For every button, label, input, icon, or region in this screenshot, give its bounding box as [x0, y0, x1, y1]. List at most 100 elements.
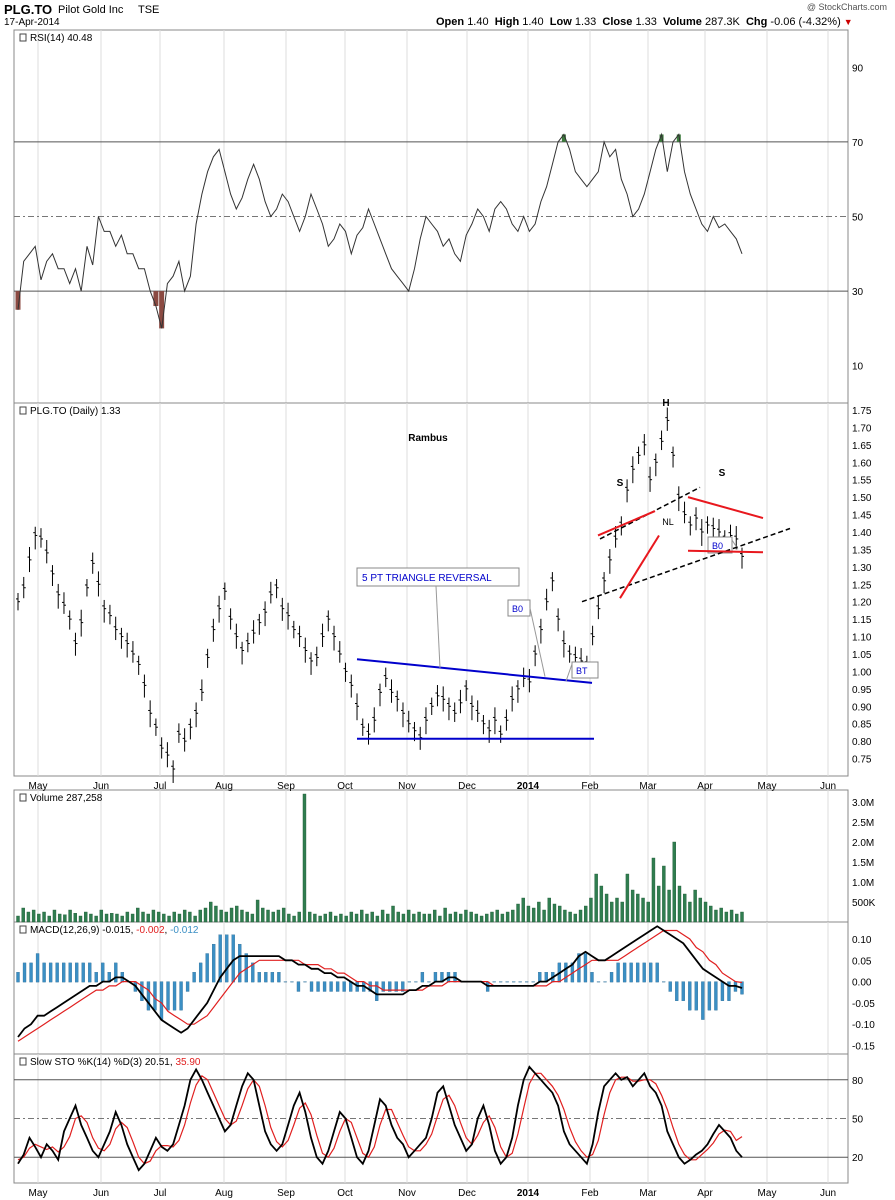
volume-bar	[604, 893, 609, 923]
macd-y-tick: 0.00	[852, 978, 872, 989]
macd-histogram-bar	[342, 981, 346, 992]
volume-bar	[250, 913, 255, 923]
volume-value: 287.3K	[704, 16, 740, 28]
macd-signal-line	[17, 929, 743, 1042]
volume-bar	[703, 901, 708, 923]
macd-histogram-bar	[499, 981, 503, 983]
volume-bar	[557, 905, 562, 923]
x-tick-label: Jul	[154, 1188, 167, 1199]
open-value: 1.40	[467, 16, 489, 28]
macd-histogram-bar	[381, 981, 385, 992]
x-tick-label: Feb	[581, 781, 599, 792]
volume-bar	[547, 897, 551, 923]
volume-bar	[490, 911, 494, 923]
volume-bar	[573, 913, 578, 923]
volume-bar	[391, 905, 395, 923]
volume-bar	[31, 909, 36, 923]
volume-bar	[354, 913, 359, 923]
x-tick-label: Oct	[337, 781, 353, 792]
price-y-tick: 1.65	[852, 441, 872, 452]
callout-bt: BT	[576, 666, 588, 676]
macd-histogram-bar	[81, 962, 85, 983]
volume-bar	[578, 909, 583, 923]
volume-bar	[52, 909, 57, 923]
volume-bar	[610, 901, 614, 923]
macd-histogram-bar	[635, 962, 640, 983]
price-title: PLG.TO (Daily) 1.33	[30, 406, 121, 417]
panel-frame-vol	[13, 789, 849, 923]
macd-histogram-bar	[675, 981, 679, 1001]
exchange: TSE	[138, 4, 160, 16]
red-line	[687, 496, 764, 520]
x-tick-label: May	[758, 781, 777, 792]
volume-bar	[719, 907, 723, 923]
x-tick-label: Nov	[398, 1188, 416, 1199]
price-y-tick: 0.80	[852, 737, 872, 748]
macd-histogram-bar	[335, 981, 340, 992]
volume-bar	[646, 901, 650, 923]
red-line	[619, 534, 660, 599]
macd-y-tick: -0.10	[852, 1020, 875, 1031]
volume-bar	[47, 915, 51, 923]
x-tick-label: Dec	[458, 781, 476, 792]
volume-bar	[344, 915, 348, 923]
down-arrow-icon: ▼	[843, 17, 853, 27]
callout-triangle-reversal: 5 PT TRIANGLE REVERSAL	[362, 573, 492, 584]
macd-histogram-bar	[166, 981, 170, 1011]
macd-histogram-bar	[720, 981, 725, 1001]
x-tick-label: May	[758, 1188, 777, 1199]
callout-pointer	[435, 585, 441, 668]
macd-histogram-bar	[681, 981, 685, 1001]
x-tick-label: Dec	[458, 1188, 476, 1199]
volume-bar	[130, 913, 135, 923]
volume-bar	[412, 913, 416, 923]
volume-bar	[136, 907, 140, 923]
price-y-tick: 1.25	[852, 580, 872, 591]
volume-bar	[636, 893, 640, 923]
price-y-tick: 1.60	[852, 458, 872, 469]
macd-histogram-bar	[538, 972, 542, 983]
volume-bar	[68, 909, 72, 923]
volume-bar	[537, 901, 541, 923]
volume-bar	[193, 915, 197, 923]
volume-bar	[110, 913, 114, 923]
volume-bar	[339, 913, 343, 923]
volume-y-tick: 1.5M	[852, 858, 874, 869]
close-label: Close	[602, 16, 633, 28]
x-tick-label: Aug	[215, 781, 233, 792]
volume-bar	[568, 911, 572, 923]
volume-bar	[99, 909, 104, 923]
low-label: Low	[549, 16, 572, 28]
chart-date: 17-Apr-2014	[4, 17, 60, 28]
macd-histogram-bar	[309, 981, 314, 992]
macd-histogram-bar	[55, 962, 59, 983]
macd-histogram-bar	[75, 962, 79, 983]
volume-bar	[365, 913, 369, 923]
volume-bar	[599, 885, 604, 923]
volume-bar	[740, 911, 744, 923]
volume-y-tick: 2.0M	[852, 838, 874, 849]
volume-bar	[396, 911, 400, 923]
macd-histogram-bar	[596, 981, 601, 983]
macd-histogram-bar	[727, 981, 731, 1001]
volume-bar	[276, 909, 281, 923]
volume-bar	[677, 885, 682, 923]
volume-bar	[656, 885, 661, 923]
x-tick-label: Feb	[581, 1188, 599, 1199]
macd-histogram-bar	[368, 981, 372, 992]
macd-histogram-bar	[603, 981, 607, 983]
volume-bar	[318, 915, 322, 923]
macd-histogram-bar	[29, 962, 33, 983]
macd-histogram-bar	[401, 981, 405, 992]
volume-bar	[73, 913, 77, 923]
x-tick-label: Jul	[154, 781, 167, 792]
volume-bar	[281, 907, 286, 923]
red-line	[687, 549, 764, 554]
price-y-tick: 0.95	[852, 685, 872, 696]
ohlc-readout: Open 1.40 High 1.40 Low 1.33 Close 1.33 …	[436, 16, 853, 28]
volume-bar	[474, 913, 479, 923]
volume-bar	[729, 909, 734, 923]
macd-histogram-bar	[218, 934, 222, 983]
